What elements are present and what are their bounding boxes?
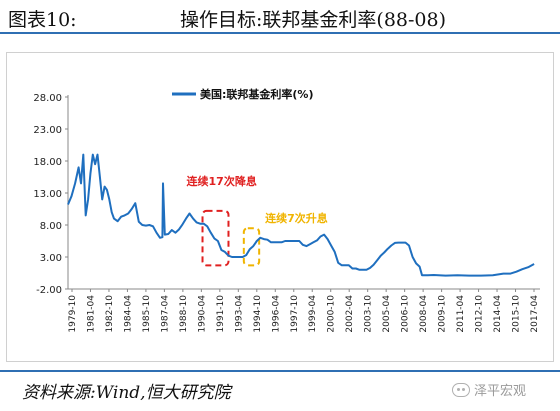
rate-hike-label: 连续7次升息 (265, 211, 328, 225)
x-axis: 1979-10 1981-04 1982-10 1984-04 1985-10 1987-… (68, 288, 540, 333)
y-tick-label: 8.00 (40, 221, 62, 232)
x-tick-label: 1999-04 (308, 295, 318, 333)
y-tick-label: 18.00 (33, 157, 62, 168)
series-layer (67, 153, 535, 277)
y-tick-label: 28.00 (33, 93, 62, 104)
x-tick-label: 1985-10 (142, 295, 152, 333)
x-tick-label: 2009-10 (438, 295, 448, 333)
figure-number: 图表10: (8, 9, 77, 31)
legend-label: 美国:联邦基金利率(%) (200, 87, 313, 101)
y-tick-label: 13.00 (33, 189, 62, 200)
x-tick-label: 2012-10 (475, 295, 485, 333)
x-tick-label: 2014-04 (493, 295, 503, 333)
x-tick-label: 2015-10 (512, 295, 522, 333)
x-tick-label: 1993-04 (234, 295, 244, 333)
x-tick-label: 1982-10 (105, 295, 115, 333)
x-tick-label: 2003-10 (364, 295, 374, 333)
x-tick-label: 2000-10 (327, 295, 337, 333)
y-tick-label: 3.00 (40, 253, 62, 264)
rate-cut-label: 连续17次降息 (187, 174, 257, 188)
x-tick-label: 1991-10 (216, 295, 226, 333)
y-tick-label: -2.00 (36, 285, 62, 296)
annotation-boxes (201, 209, 261, 267)
x-tick-label: 1988-10 (179, 295, 189, 333)
rate-hike-box (242, 227, 261, 267)
figure-title: 操作目标:联邦基金利率(88-08) (180, 9, 447, 31)
x-tick-label: 1981-04 (86, 295, 96, 333)
x-tick-label: 1979-10 (68, 295, 78, 333)
x-tick-label: 1984-04 (123, 295, 133, 333)
fed-funds-rate-line (67, 153, 535, 277)
x-tick-label: 1996-04 (271, 295, 281, 333)
rate-cut-box (201, 209, 230, 267)
wechat-icon (452, 382, 470, 397)
x-tick-label: 2005-04 (382, 295, 392, 333)
x-tick-label: 2017-04 (530, 295, 540, 333)
source-note: 资料来源:Wind,恒大研究院 (22, 383, 231, 403)
x-tick-label: 2002-04 (345, 295, 355, 333)
figure-header: 图表10: 操作目标:联邦基金利率(88-08) (0, 0, 560, 34)
x-tick-label: 1997-10 (290, 295, 300, 333)
x-tick-label: 1987-04 (160, 295, 170, 333)
y-axis: 28.00 23.00 18.00 13.00 8.00 3.00 -2.00 (33, 93, 69, 296)
watermark-text: 泽平宏观 (474, 384, 527, 399)
y-tick-label: 23.00 (33, 125, 62, 136)
plot-frame (6, 52, 554, 362)
x-tick-label: 2011-04 (456, 295, 466, 333)
x-tick-label: 1994-10 (253, 295, 263, 333)
x-tick-label: 2008-04 (419, 295, 429, 333)
x-tick-label: 2006-10 (401, 295, 411, 333)
watermark: 泽平宏观 (452, 380, 526, 399)
legend: 美国:联邦基金利率(%) (172, 87, 313, 101)
footer-rule (0, 370, 560, 372)
x-tick-label: 1990-04 (197, 295, 207, 333)
